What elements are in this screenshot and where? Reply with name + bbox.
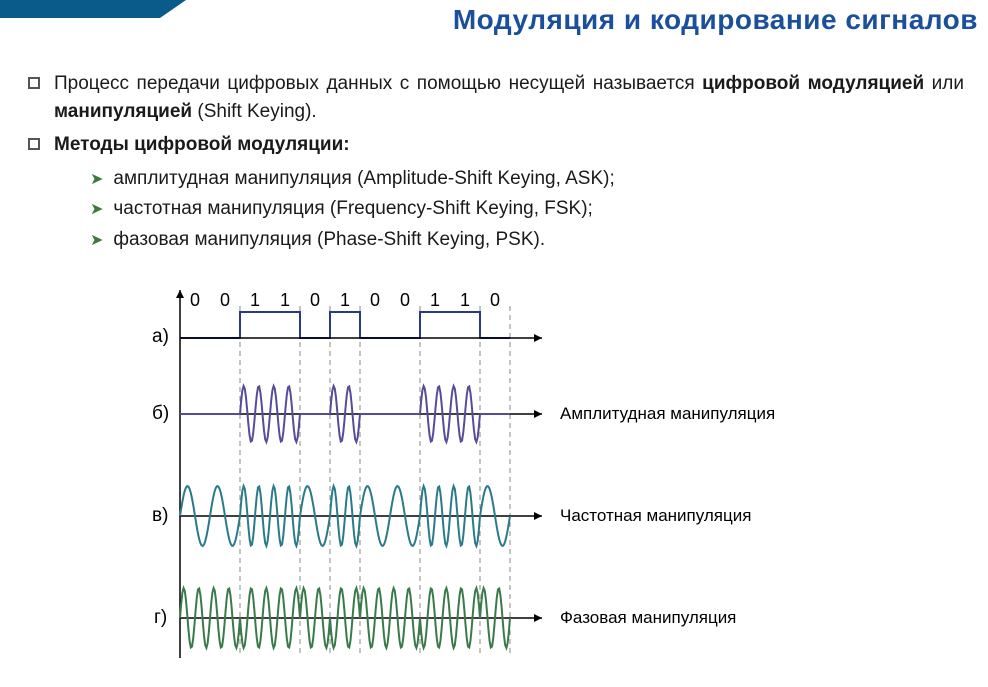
t1d: манипуляцией — [54, 101, 192, 122]
svg-text:1: 1 — [250, 290, 260, 310]
svg-text:1: 1 — [460, 290, 470, 310]
arrow-icon: ➤ — [90, 229, 103, 252]
t1c: или — [924, 73, 964, 94]
svg-text:а): а) — [152, 326, 169, 347]
modulation-diagram: а)00110100110б)Амплитудная манипуляцияв)… — [110, 288, 930, 678]
svg-text:0: 0 — [370, 290, 380, 310]
sublist: ➤ амплитудная манипуляция (Amplitude-Shi… — [90, 165, 964, 254]
svg-text:0: 0 — [190, 290, 200, 310]
sub-item-3: ➤ фазовая манипуляция (Phase-Shift Keyin… — [90, 226, 964, 254]
svg-text:0: 0 — [220, 290, 230, 310]
para1-text: Процесс передачи цифровых данных с помощ… — [54, 70, 964, 125]
sub-item-1: ➤ амплитудная манипуляция (Amplitude-Shi… — [90, 165, 964, 193]
arrow-icon: ➤ — [90, 168, 103, 191]
svg-text:1: 1 — [280, 290, 290, 310]
header-bar — [0, 0, 160, 18]
bullet-box-icon — [28, 77, 40, 89]
svg-text:Частотная манипуляция: Частотная манипуляция — [560, 506, 751, 525]
svg-text:г): г) — [154, 607, 167, 628]
svg-text:Фазовая манипуляция: Фазовая манипуляция — [560, 608, 736, 627]
t1a: Процесс передачи цифровых данных с помощ… — [54, 73, 702, 94]
arrow-icon: ➤ — [90, 198, 103, 221]
bullet-item-1: Процесс передачи цифровых данных с помощ… — [28, 70, 964, 125]
svg-text:Амплитудная манипуляция: Амплитудная манипуляция — [560, 404, 775, 423]
svg-text:1: 1 — [430, 290, 440, 310]
t1e: (Shift Keying). — [192, 101, 317, 122]
content-area: Процесс передачи цифровых данных с помощ… — [28, 70, 964, 256]
svg-text:в): в) — [152, 505, 168, 526]
svg-text:б): б) — [152, 403, 169, 424]
svg-text:1: 1 — [340, 290, 350, 310]
sub3-text: фазовая манипуляция (Phase-Shift Keying,… — [113, 226, 545, 254]
svg-text:0: 0 — [400, 290, 410, 310]
sub2-text: частотная манипуляция (Frequency-Shift K… — [113, 195, 592, 223]
svg-text:0: 0 — [490, 290, 500, 310]
header-accent — [160, 0, 186, 18]
t1b: цифровой модуляцией — [702, 73, 924, 94]
sub-item-2: ➤ частотная манипуляция (Frequency-Shift… — [90, 195, 964, 223]
sub1-text: амплитудная манипуляция (Amplitude-Shift… — [113, 165, 614, 193]
bullet-item-2: Методы цифровой модуляции: — [28, 131, 964, 159]
svg-text:0: 0 — [310, 290, 320, 310]
bullet-box-icon — [28, 138, 40, 150]
page-title: Модуляция и кодирование сигналов — [210, 4, 978, 36]
para2-text: Методы цифровой модуляции: — [54, 131, 964, 159]
